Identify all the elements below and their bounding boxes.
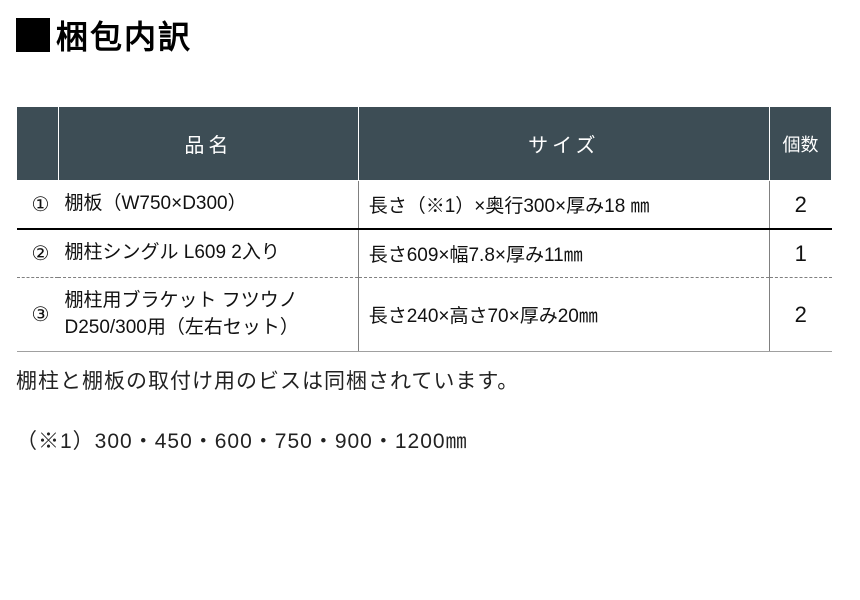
cell-name: 棚柱用ブラケット フツウノ D250/300用（左右セット） — [58, 278, 358, 352]
cell-name: 棚柱シングル L609 2入り — [58, 229, 358, 278]
cell-num: ③ — [17, 278, 59, 352]
notes-block: 棚柱と棚板の取付け用のビスは同梱されています。 （※1）300・450・600・… — [16, 366, 844, 457]
col-header-qty: 個数 — [770, 107, 832, 181]
table-row: ① 棚板（W750×D300） 長さ（※1）×奥行300×厚み18 ㎜ 2 — [17, 181, 832, 230]
col-header-size: サイズ — [358, 107, 769, 181]
col-header-num — [17, 107, 59, 181]
cell-qty: 2 — [770, 181, 832, 230]
col-header-name: 品名 — [58, 107, 358, 181]
cell-size: 長さ（※1）×奥行300×厚み18 ㎜ — [358, 181, 769, 230]
cell-num: ① — [17, 181, 59, 230]
cell-size: 長さ240×高さ70×厚み20㎜ — [358, 278, 769, 352]
cell-qty: 2 — [770, 278, 832, 352]
cell-size: 長さ609×幅7.8×厚み11㎜ — [358, 229, 769, 278]
title-square-icon — [16, 18, 50, 52]
package-contents-table: 品名 サイズ 個数 ① 棚板（W750×D300） 長さ（※1）×奥行300×厚… — [16, 106, 832, 352]
title-text: 梱包内訳 — [56, 12, 192, 58]
table-row: ② 棚柱シングル L609 2入り 長さ609×幅7.8×厚み11㎜ 1 — [17, 229, 832, 278]
table-row: ③ 棚柱用ブラケット フツウノ D250/300用（左右セット） 長さ240×高… — [17, 278, 832, 352]
note-line-1: 棚柱と棚板の取付け用のビスは同梱されています。 — [16, 366, 844, 398]
table-header-row: 品名 サイズ 個数 — [17, 107, 832, 181]
section-title: 梱包内訳 — [16, 12, 844, 58]
cell-name: 棚板（W750×D300） — [58, 181, 358, 230]
note-line-2: （※1）300・450・600・750・900・1200㎜ — [16, 426, 844, 458]
cell-num: ② — [17, 229, 59, 278]
cell-qty: 1 — [770, 229, 832, 278]
